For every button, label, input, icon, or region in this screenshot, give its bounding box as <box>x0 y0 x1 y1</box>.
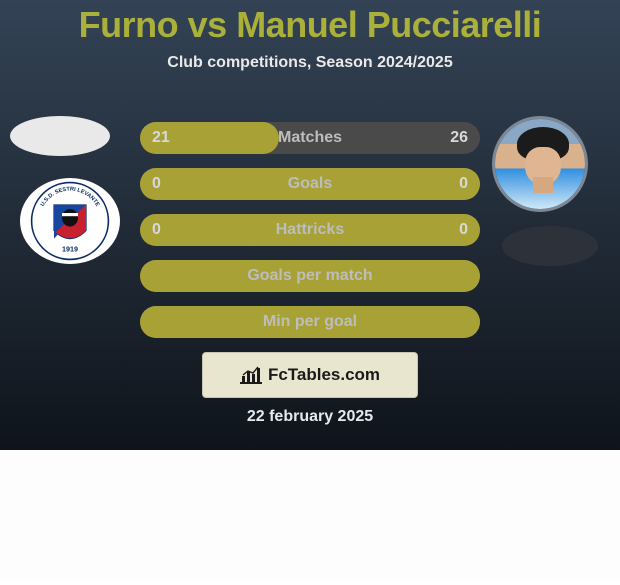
stat-row: Min per goal <box>140 306 480 338</box>
comparison-card: Furno vs Manuel Pucciarelli Club competi… <box>0 0 620 580</box>
stat-row: 0Hattricks0 <box>140 214 480 246</box>
club-badge-year: 1919 <box>62 244 78 253</box>
player-right-avatar <box>492 116 588 212</box>
stat-label: Hattricks <box>192 221 428 239</box>
stat-row: 0Goals0 <box>140 168 480 200</box>
comparison-date: 22 february 2025 <box>247 408 373 426</box>
stat-left-value: 0 <box>152 175 192 193</box>
brand-text: FcTables.com <box>268 365 380 385</box>
brand-badge: FcTables.com <box>202 352 418 398</box>
stat-right-value: 26 <box>428 129 468 147</box>
stat-left-value: 21 <box>152 129 192 147</box>
stat-row: 21Matches26 <box>140 122 480 154</box>
page-title: Furno vs Manuel Pucciarelli <box>0 0 620 46</box>
bar-chart-icon <box>240 366 262 384</box>
stat-left-value: 0 <box>152 221 192 239</box>
stat-label: Goals per match <box>192 267 428 285</box>
player-left-club-badge: U.S.D. SESTRI LEVANTE 1919 <box>20 178 120 264</box>
stat-label: Min per goal <box>192 313 428 331</box>
stat-label: Matches <box>192 129 428 147</box>
stat-right-value: 0 <box>428 221 468 239</box>
stats-table: 21Matches260Goals00Hattricks0Goals per m… <box>140 122 480 352</box>
stat-label: Goals <box>192 175 428 193</box>
stat-right-value: 0 <box>428 175 468 193</box>
player-left-avatar <box>10 116 110 156</box>
subtitle: Club competitions, Season 2024/2025 <box>0 54 620 72</box>
stat-row: Goals per match <box>140 260 480 292</box>
player-right-club-badge <box>502 226 598 266</box>
